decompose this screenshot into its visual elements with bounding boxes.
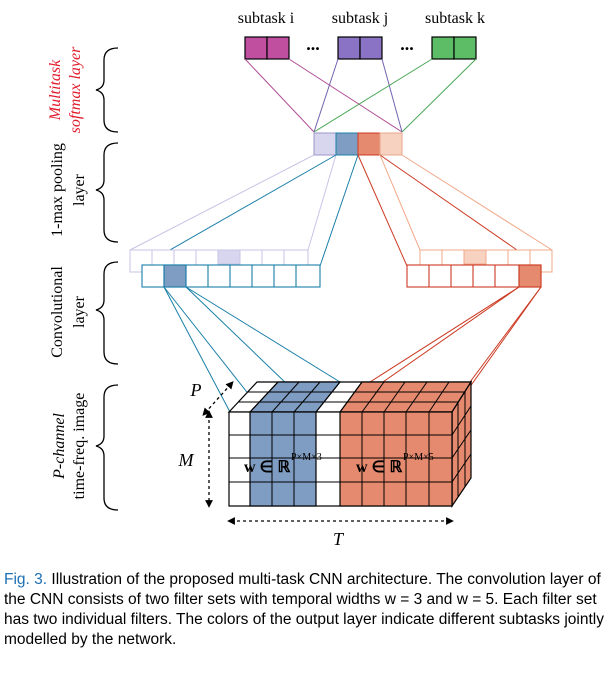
- brace-multitask: [95, 47, 119, 133]
- dim-m-label: M: [178, 450, 195, 470]
- layer-labels: Multitask softmax layer 1-max pooling la…: [47, 46, 88, 499]
- caption-text: Illustration of the proposed multi-task …: [4, 571, 604, 648]
- multitask-label-line2: softmax layer: [67, 46, 84, 133]
- salmon-filter-front: [339, 411, 453, 507]
- pooling-label-line2: layer: [71, 173, 88, 206]
- output-connections: [244, 58, 477, 133]
- filter-w5-label: w ∈ ℝ: [356, 459, 402, 476]
- pooling-connections: [129, 154, 553, 267]
- pooling-layer: [313, 132, 403, 156]
- cnn-architecture-diagram: Multitask softmax layer 1-max pooling la…: [47, 10, 553, 549]
- input-label-line2: time-freq. image: [71, 393, 88, 500]
- brace-conv: [95, 261, 119, 365]
- output-layer: [244, 36, 477, 60]
- subtask-k-label: subtask k: [425, 10, 485, 27]
- conv-front-row-left: [141, 264, 321, 288]
- pooling-label-line1: 1-max pooling: [49, 143, 66, 237]
- pool-unit-2: [335, 132, 359, 156]
- filter-equations: w ∈ ℝ P×M×3 w ∈ ℝ P×M×5: [244, 452, 434, 476]
- conv-label-line1: Convolutional: [49, 266, 66, 358]
- subtask-labels: subtask i subtask j subtask k: [238, 10, 485, 27]
- dimension-arrows: [202, 381, 454, 525]
- brace-input: [95, 384, 119, 511]
- output-unit-i-1: [244, 36, 268, 60]
- output-unit-j-2: [359, 36, 383, 60]
- subtask-j-label: subtask j: [332, 10, 388, 27]
- blue-filter-front: [249, 411, 317, 507]
- pool-unit-1: [313, 132, 337, 156]
- caption-label: Fig. 3.: [4, 571, 48, 588]
- filter-w5-sup: P×M×5: [403, 452, 434, 463]
- input-grid: [229, 381, 472, 506]
- pool-unit-3: [357, 132, 381, 156]
- figure-caption: Fig. 3. Illustration of the proposed mul…: [4, 570, 604, 650]
- input-label-line1: P-channel: [51, 413, 68, 480]
- pool-unit-4: [379, 132, 403, 156]
- dim-t-label: T: [333, 529, 345, 549]
- input-tensor: [227, 379, 473, 508]
- ellipsis-2: ...: [400, 34, 414, 54]
- brace-pooling: [95, 142, 119, 243]
- ellipsis-1: ...: [306, 34, 320, 54]
- filter-w3-sup: P×M×3: [291, 452, 322, 463]
- multitask-label-line1: Multitask: [47, 59, 64, 121]
- subtask-i-label: subtask i: [238, 10, 295, 27]
- conv-front-row-right: [406, 264, 542, 288]
- layer-braces: [95, 47, 119, 511]
- output-unit-i-2: [266, 36, 290, 60]
- salmon-filter-top: [338, 381, 473, 413]
- conv-label-line2: layer: [71, 295, 88, 328]
- dim-p-label: P: [190, 380, 202, 400]
- conv-active-unit-right: [518, 264, 542, 288]
- filter-w3-label: w ∈ ℝ: [244, 459, 290, 476]
- output-unit-j-1: [337, 36, 361, 60]
- p-arrow: [202, 381, 234, 416]
- output-unit-k-2: [453, 36, 477, 60]
- output-unit-k-1: [431, 36, 455, 60]
- conv-active-unit-left: [163, 264, 187, 288]
